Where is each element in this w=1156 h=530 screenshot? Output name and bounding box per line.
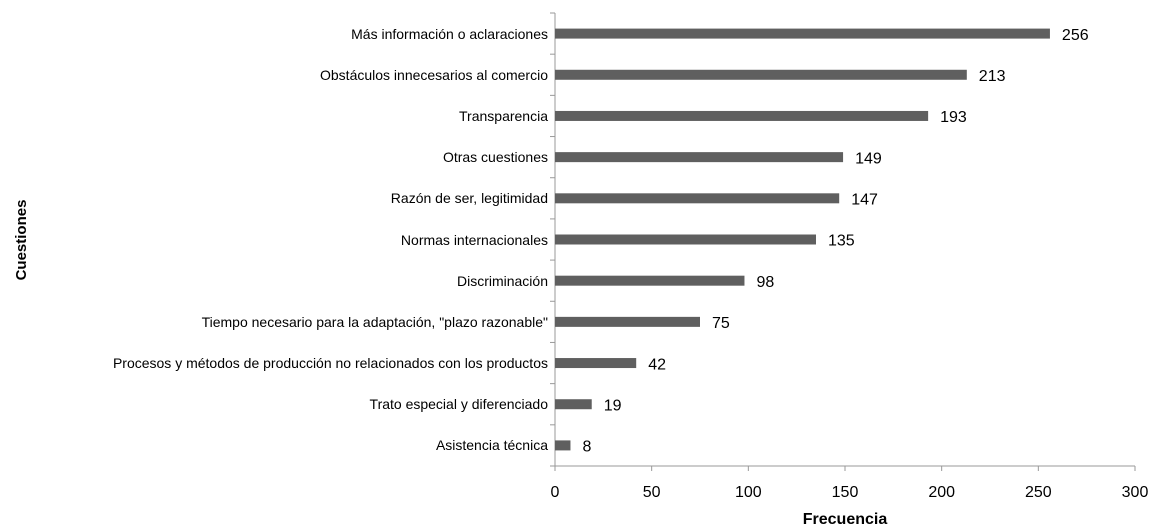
y-tick-label: Razón de ser, legitimidad — [390, 190, 548, 207]
value-label: 193 — [940, 109, 967, 126]
bar — [555, 275, 745, 286]
x-tick-label: 0 — [551, 484, 560, 501]
y-tick-label: Otras cuestiones — [442, 149, 548, 166]
y-tick-label: Obstáculos innecesarios al comercio — [320, 66, 548, 83]
value-label: 98 — [756, 274, 774, 291]
bar — [555, 234, 816, 245]
bar — [555, 440, 571, 451]
y-tick-label: Discriminación — [456, 272, 548, 289]
x-tick-label: 300 — [1122, 484, 1149, 501]
y-tick-label: Procesos y métodos de producción no rela… — [112, 355, 548, 372]
y-tick-label: Normas internacionales — [400, 231, 548, 248]
value-label: 213 — [979, 68, 1006, 85]
y-tick-label: Asistencia técnica — [435, 437, 548, 454]
bar — [555, 193, 840, 204]
x-axis-title: Frecuencia — [803, 511, 888, 528]
value-label: 8 — [582, 439, 591, 456]
value-label: 147 — [851, 192, 878, 209]
y-tick-label: Trato especial y diferenciado — [369, 396, 548, 413]
bar — [555, 69, 967, 80]
value-label: 135 — [828, 233, 855, 250]
x-tick-label: 150 — [832, 484, 859, 501]
y-tick-label: Tiempo necesario para la adaptación, "pl… — [201, 313, 548, 330]
bar — [555, 110, 929, 121]
x-tick-label: 100 — [735, 484, 762, 501]
value-label: 149 — [855, 150, 882, 167]
y-tick-label: Transparencia — [459, 107, 548, 124]
value-label: 42 — [648, 356, 666, 373]
x-tick-label: 50 — [643, 484, 661, 501]
value-label: 19 — [604, 397, 622, 414]
value-label: 75 — [712, 315, 730, 332]
bar — [555, 316, 700, 327]
bar — [555, 152, 844, 163]
bar — [555, 28, 1050, 39]
x-tick-label: 200 — [928, 484, 955, 501]
x-tick-label: 250 — [1025, 484, 1052, 501]
value-label: 256 — [1062, 27, 1089, 44]
y-axis-title: Cuestiones — [13, 200, 30, 281]
y-tick-label: Más información o aclaraciones — [351, 25, 548, 42]
bar — [555, 358, 637, 369]
bar — [555, 399, 592, 410]
